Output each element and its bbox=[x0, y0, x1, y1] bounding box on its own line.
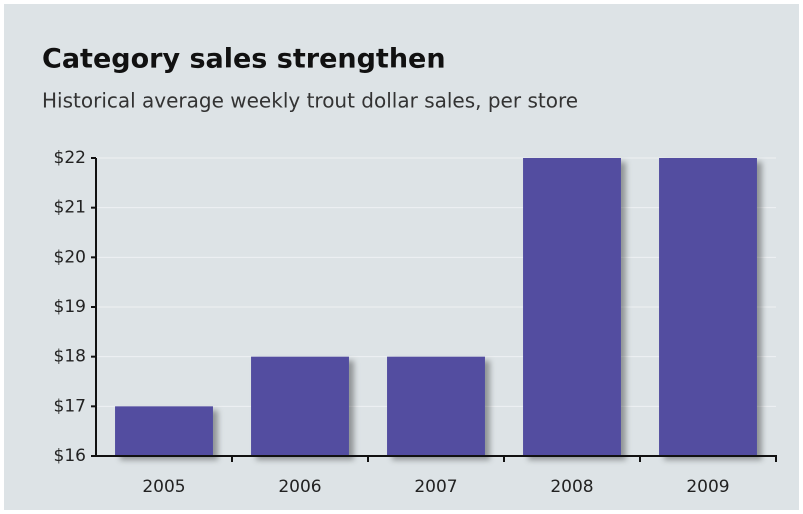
y-tick-label: $19 bbox=[54, 297, 86, 317]
x-tick-label: 2007 bbox=[414, 477, 457, 497]
x-tick-label: 2006 bbox=[278, 477, 321, 497]
bar bbox=[523, 158, 621, 456]
y-tick-label: $21 bbox=[54, 198, 86, 218]
y-tick-label: $16 bbox=[54, 446, 86, 466]
x-tick-label: 2009 bbox=[686, 477, 729, 497]
chart-title: Category sales strengthen bbox=[42, 44, 446, 75]
bar bbox=[387, 356, 485, 456]
y-tick-label: $17 bbox=[54, 396, 86, 416]
bar bbox=[659, 158, 757, 456]
x-tick-label: 2008 bbox=[550, 477, 593, 497]
bar bbox=[251, 356, 349, 456]
y-tick-label: $20 bbox=[54, 247, 86, 267]
bar bbox=[115, 406, 213, 456]
chart-subtitle: Historical average weekly trout dollar s… bbox=[42, 89, 578, 113]
y-tick-label: $18 bbox=[54, 347, 86, 367]
y-tick-label: $22 bbox=[54, 148, 86, 168]
x-tick-label: 2005 bbox=[142, 477, 185, 497]
